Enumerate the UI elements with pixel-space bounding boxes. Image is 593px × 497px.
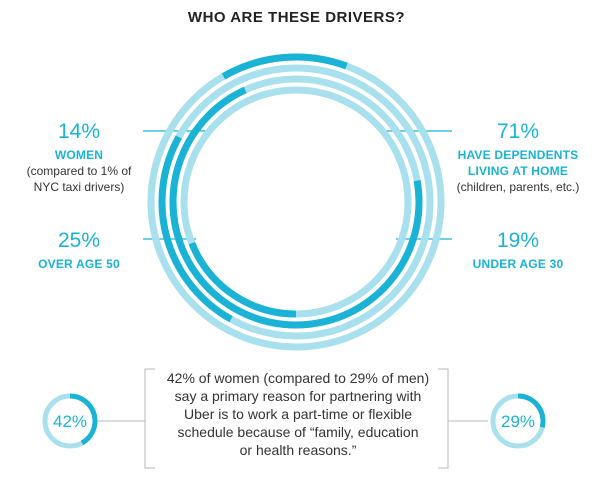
stat-over50-pct: 25% (57, 229, 101, 252)
stat-dependents-label-1: HAVE DEPENDENTS (457, 148, 579, 162)
stat-women-note-2: NYC taxi drivers) (33, 180, 125, 194)
quote-text: 42% of women (compared to 29% of men) sa… (148, 369, 448, 459)
quote-line-5: or health reasons.” (239, 442, 357, 458)
stat-women-pct: 14% (57, 120, 101, 143)
stat-dependents-note: (children, parents, etc.) (456, 180, 580, 194)
stat-over50: 25% OVER AGE 50 (14, 229, 144, 272)
stat-women-label: WOMEN (54, 148, 104, 162)
stat-under30-label: UNDER AGE 30 (472, 257, 564, 271)
stat-dependents-label-2: LIVING AT HOME (467, 164, 569, 178)
stat-women-note-1: (compared to 1% of (26, 164, 132, 178)
stat-dependents-pct: 71% (496, 120, 540, 143)
ring-arc-have-dependents-living-at-home (169, 86, 423, 329)
chart-title: WHO ARE THESE DRIVERS? (187, 9, 406, 26)
stat-women: 14% WOMEN (compared to 1% of NYC taxi dr… (14, 120, 144, 195)
small-pct-right: 29% (501, 412, 535, 431)
quote-line-3: Uber is to work a part-time or flexible (184, 406, 412, 422)
quote-line-2: say a primary reason for partnering with (174, 388, 422, 404)
quote-line-1: 42% of women (compared to 29% of men) (166, 370, 430, 386)
small-ring-arc-2 (517, 393, 546, 428)
ring-arc-under-age-30 (188, 241, 297, 318)
stat-over50-label: OVER AGE 50 (38, 257, 120, 271)
quote-bracket (144, 368, 449, 469)
stat-dependents: 71% HAVE DEPENDENTS LIVING AT HOME (chil… (448, 120, 588, 195)
stat-under30-pct: 19% (496, 229, 540, 252)
quote-line-4: schedule because of “family, education (177, 424, 419, 440)
ring-arc-over-age-50 (158, 135, 233, 323)
ring-arc-women (221, 53, 348, 80)
small-ring-arc-1 (69, 393, 98, 446)
small-pct-left: 42% (53, 412, 87, 431)
stat-under30: 19% UNDER AGE 30 (448, 229, 588, 272)
ring-track-1 (147, 53, 445, 351)
